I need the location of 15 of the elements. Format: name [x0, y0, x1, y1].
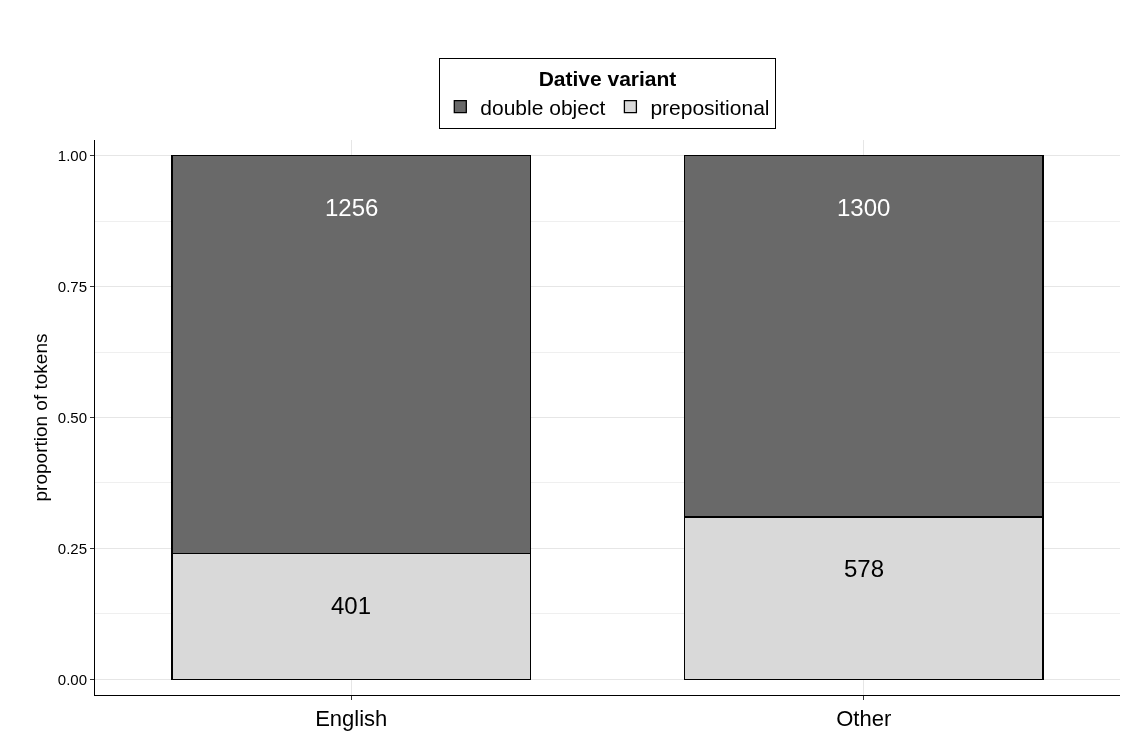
legend-label: prepositional	[650, 95, 770, 119]
legend-label: double object	[480, 95, 606, 119]
y-axis-title: proportion of tokens	[30, 333, 51, 502]
annotation: 1300	[837, 194, 891, 221]
x-tick-label: Other	[836, 706, 892, 732]
annotation: 578	[844, 555, 885, 582]
legend-title: Dative variant	[538, 67, 677, 91]
y-tick-label: 0.00	[57, 670, 87, 688]
y-tick-label: 0.75	[57, 277, 87, 295]
annotation: 401	[331, 592, 372, 619]
annotation: 1256	[325, 194, 379, 221]
y-tick-label: 0.50	[57, 408, 87, 426]
y-tick-label: 1.00	[57, 146, 87, 164]
y-tick-label: 0.25	[57, 539, 87, 557]
x-tick-label: English	[315, 706, 388, 732]
